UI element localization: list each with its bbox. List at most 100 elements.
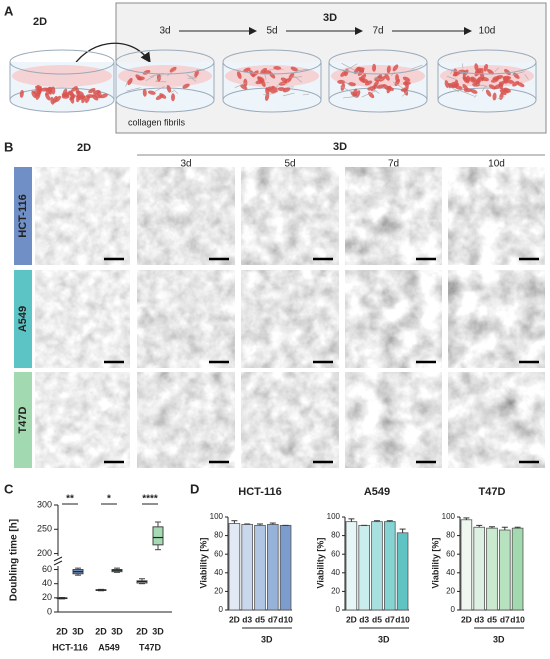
cell [404,80,409,89]
cell [155,94,163,101]
cell [76,90,85,96]
dish-rim [115,49,215,75]
fibril [474,94,477,98]
y-tick-label: 100 [210,512,224,521]
group-label: 3D [378,634,390,644]
x-tick-label: d10 [510,614,525,624]
y-tick-label: 300 [37,499,52,509]
panel-label: B [4,139,13,154]
y-tick-label: 200 [37,548,52,558]
row-label: A549 [17,306,29,332]
cell [386,65,391,74]
bar [499,529,511,611]
row-label: T47D [17,406,29,433]
x-tick-label: 2D [136,626,148,636]
fibril [166,69,176,77]
group-label: 3D [261,634,273,644]
cell [40,87,49,92]
y-tick-label: 100 [442,512,456,521]
fibril [293,75,303,83]
panel-label: C [4,481,14,496]
x-tick-label: 2D [95,626,107,636]
micrograph [35,270,130,368]
bar [371,521,383,611]
cell [463,88,472,93]
cell [91,94,99,101]
cell [454,85,463,90]
timepoint: 3d [159,26,170,37]
timepoint: 7d [388,159,399,170]
fibril [497,96,505,99]
dish-rim [9,49,115,75]
dish-bottom [115,87,215,113]
bar [384,521,396,611]
y-tick-label: 0 [451,605,456,614]
cell [483,63,489,72]
y-tick-label: 100 [327,512,341,521]
fibril [343,96,358,99]
micrograph [448,167,545,265]
fibril [155,75,163,83]
cell [236,71,242,79]
cell [512,81,520,87]
cell [282,87,291,93]
dish-rim [222,49,322,75]
title-2d: 2D [33,16,47,28]
micrograph [241,372,339,468]
bar [345,521,358,611]
x-tick-label: d5 [255,614,265,624]
title-3d: 3D [333,141,347,153]
bar [511,527,524,611]
fibril [361,90,377,98]
dish-bottom [328,87,428,113]
fibril [341,63,355,71]
micrograph [137,372,235,468]
fibril [481,85,487,92]
cell [51,86,56,95]
micrograph [448,270,545,368]
micrograph [35,372,130,468]
x-tick-label: 2D [461,614,472,624]
fibril [401,90,410,97]
cell [284,77,292,84]
cell [495,75,504,80]
chart-title: T47D [479,486,506,498]
cell [386,85,392,94]
cell [462,76,470,82]
box [152,526,164,546]
y-tick-label: 80 [446,531,455,540]
fibril [286,80,289,85]
x-tick-label: d7 [500,614,510,624]
cell [85,95,90,104]
cell [488,84,497,90]
micrograph [241,270,339,368]
fibril [473,85,475,88]
fibril [170,90,175,93]
fibril [374,76,383,81]
cell [337,79,346,84]
bar [241,524,253,611]
group-label: A549 [98,642,120,652]
fibril [477,84,488,87]
y-tick-label: 80 [331,531,340,540]
y-tick-label: 60 [331,549,340,558]
bar [267,524,279,611]
title-3d: 3D [323,12,337,24]
fibril [370,87,380,94]
cell [481,76,489,82]
row-band [14,167,32,265]
medium [118,65,212,87]
timepoint: 5d [284,159,295,170]
fibril [342,80,352,87]
row-label: HCT-116 [17,194,29,237]
cell [169,66,177,73]
y-tick-label: 40 [214,568,223,577]
medium [12,65,112,87]
y-tick-label: 40 [331,568,340,577]
cell [506,79,515,84]
y-tick-label: 40 [446,568,455,577]
dish-rim [437,49,537,75]
fibril [340,86,353,93]
micrograph [345,270,442,368]
